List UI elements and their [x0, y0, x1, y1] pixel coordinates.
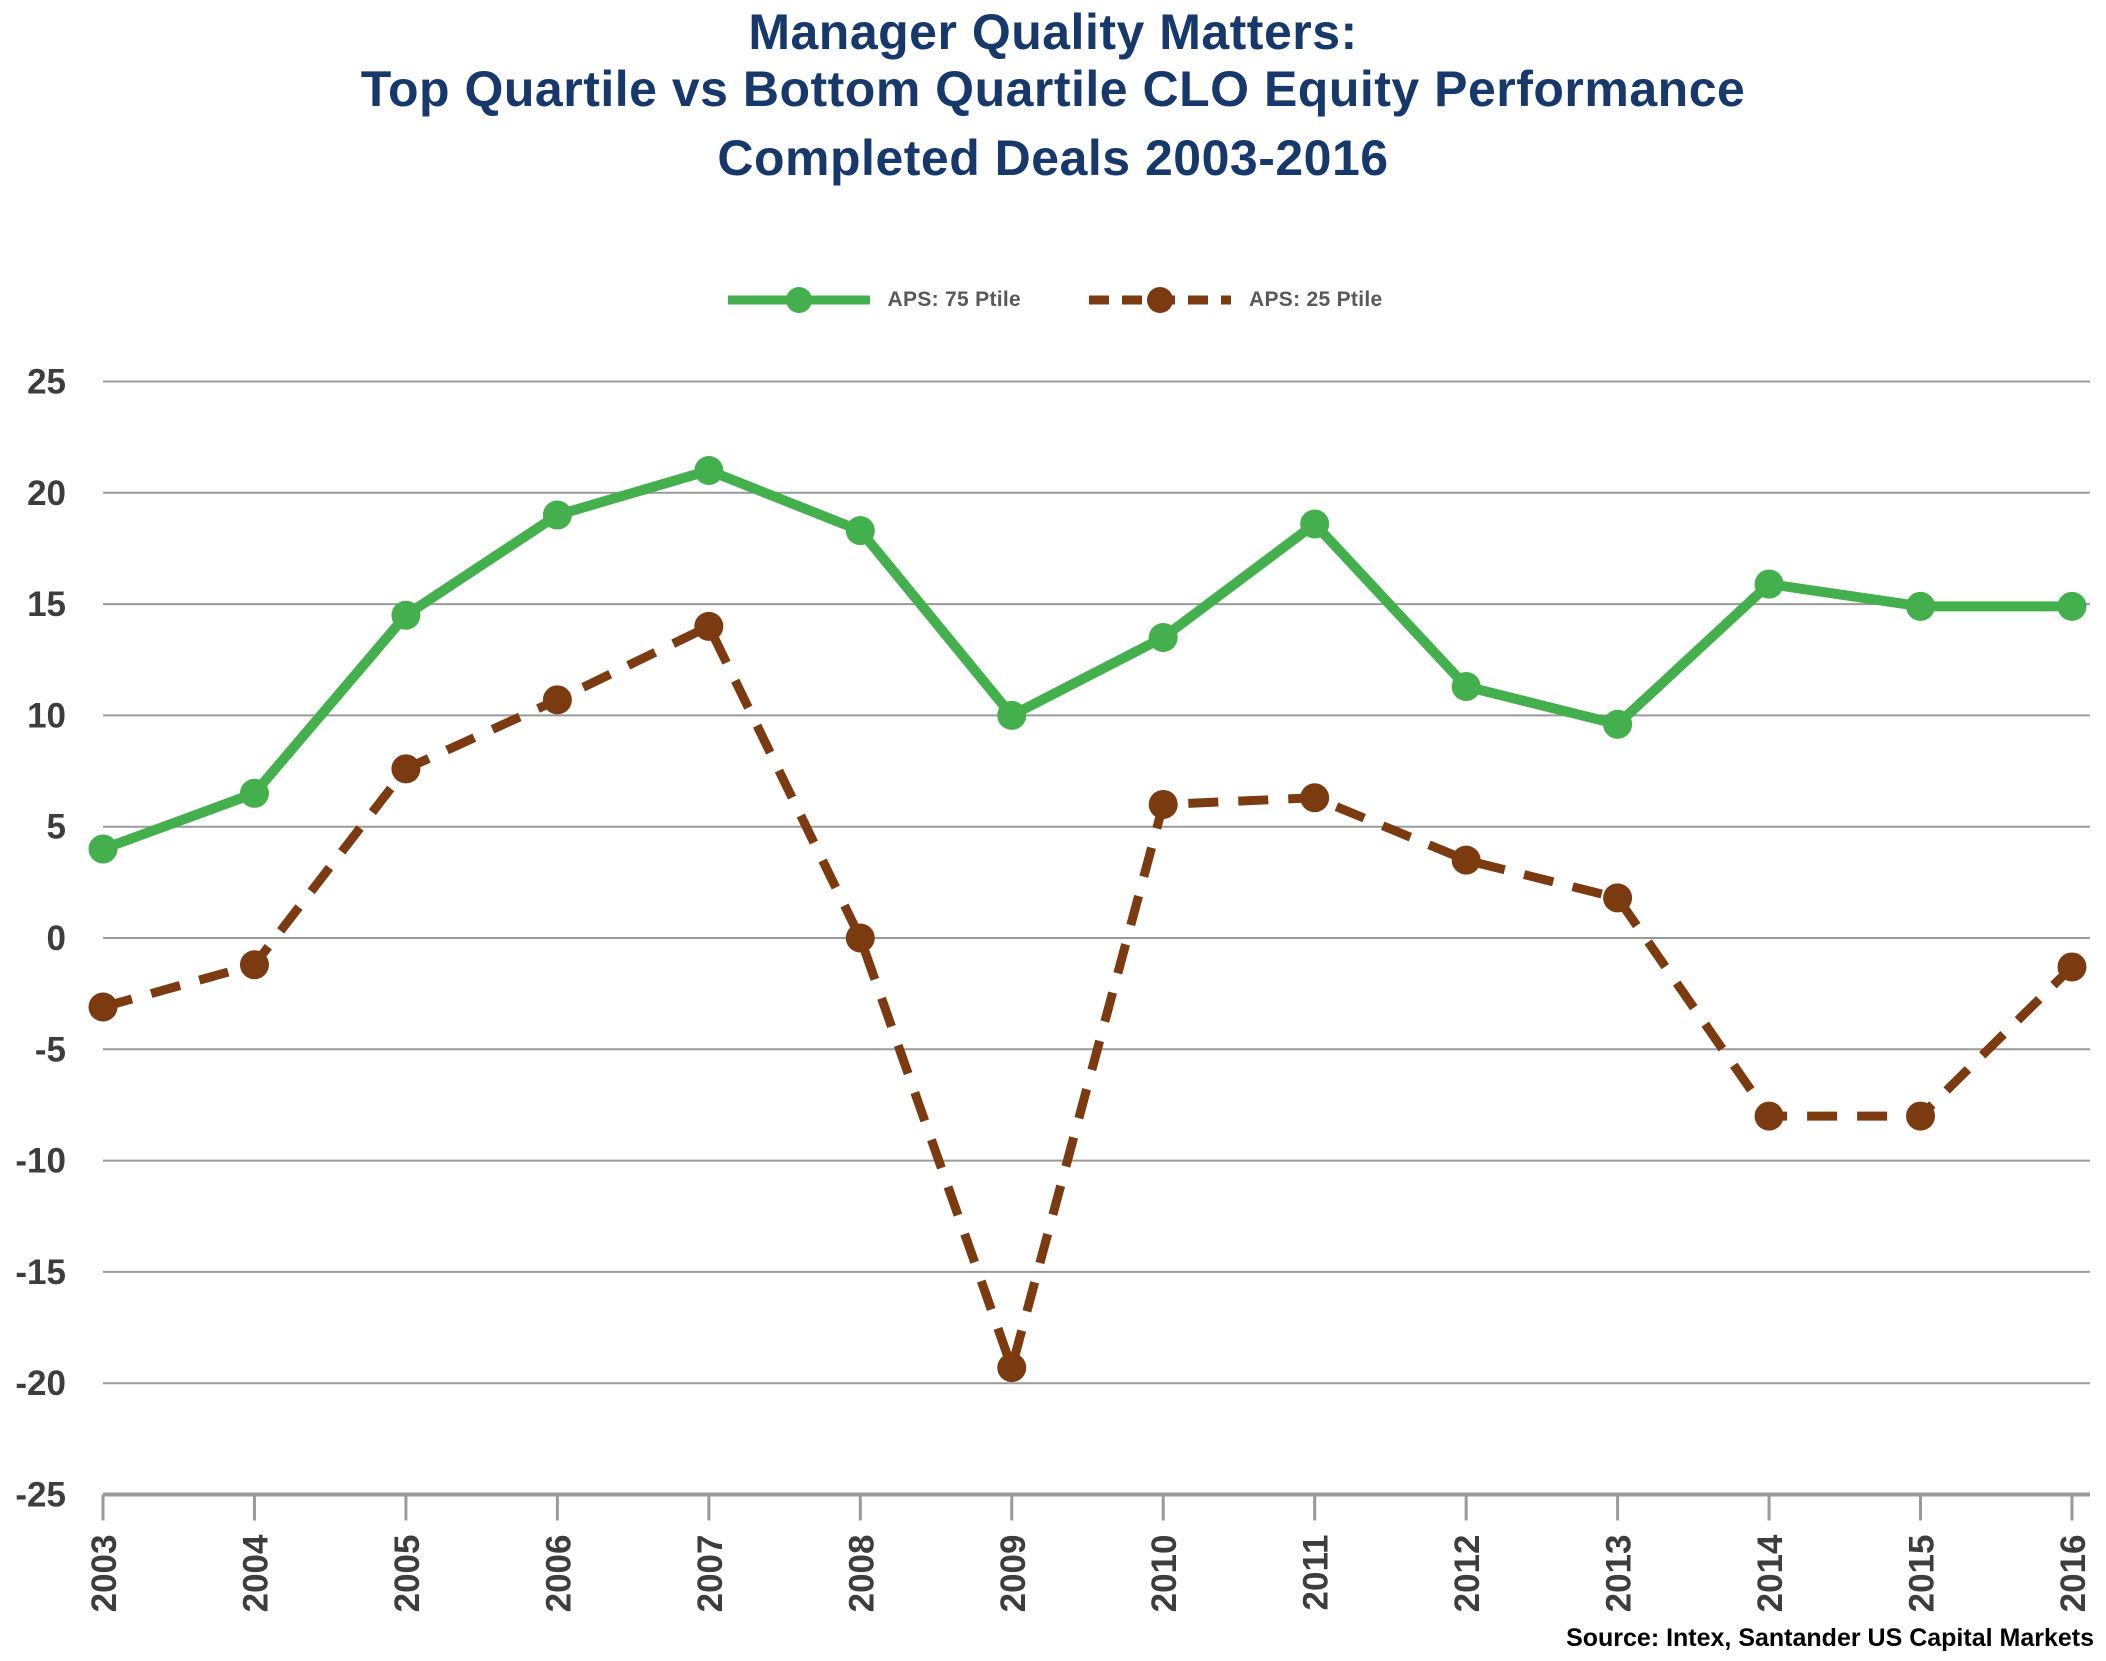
svg-text:2005: 2005 [388, 1535, 427, 1613]
source-note: Source: Intex, Santander US Capital Mark… [1566, 1624, 2094, 1652]
svg-text:2013: 2013 [1600, 1535, 1639, 1613]
svg-text:2016: 2016 [2054, 1535, 2093, 1613]
svg-text:20: 20 [27, 474, 66, 513]
svg-text:2010: 2010 [1145, 1535, 1184, 1613]
svg-text:-5: -5 [35, 1030, 66, 1069]
chart-legend: APS: 75 Ptile APS: 25 Ptile [0, 283, 2106, 317]
svg-text:2012: 2012 [1448, 1535, 1487, 1613]
svg-text:2008: 2008 [842, 1535, 881, 1613]
chart-title-line1: Manager Quality Matters: [748, 4, 1358, 60]
svg-text:25: 25 [27, 363, 66, 402]
svg-text:10: 10 [27, 696, 66, 735]
dashed-line-marker-icon [1089, 287, 1231, 313]
svg-text:-10: -10 [15, 1142, 66, 1181]
svg-text:2004: 2004 [236, 1534, 275, 1612]
chart-title-block: Manager Quality Matters: Top Quartile vs… [0, 4, 2106, 187]
chart-title-line2: Top Quartile vs Bottom Quartile CLO Equi… [360, 61, 1746, 117]
legend-label-75-ptile: APS: 75 Ptile [887, 288, 1021, 311]
svg-text:-15: -15 [15, 1253, 66, 1292]
svg-text:2015: 2015 [1903, 1535, 1942, 1613]
svg-text:15: 15 [27, 585, 66, 624]
legend-item-75-ptile: APS: 75 Ptile [724, 283, 1021, 317]
solid-line-marker-icon [727, 287, 870, 313]
svg-text:-25: -25 [15, 1476, 66, 1515]
svg-text:5: 5 [47, 808, 66, 847]
svg-text:2007: 2007 [691, 1535, 730, 1613]
svg-text:2006: 2006 [539, 1535, 578, 1613]
svg-text:0: 0 [47, 919, 66, 958]
svg-text:2009: 2009 [994, 1535, 1033, 1613]
legend-item-25-ptile: APS: 25 Ptile [1085, 283, 1382, 317]
chart-subtitle: Completed Deals 2003-2016 [717, 130, 1389, 186]
svg-text:2014: 2014 [1751, 1534, 1790, 1612]
svg-text:2003: 2003 [85, 1535, 124, 1613]
svg-text:-20: -20 [15, 1364, 66, 1403]
legend-label-25-ptile: APS: 25 Ptile [1249, 288, 1383, 311]
svg-text:2011: 2011 [1297, 1535, 1336, 1611]
